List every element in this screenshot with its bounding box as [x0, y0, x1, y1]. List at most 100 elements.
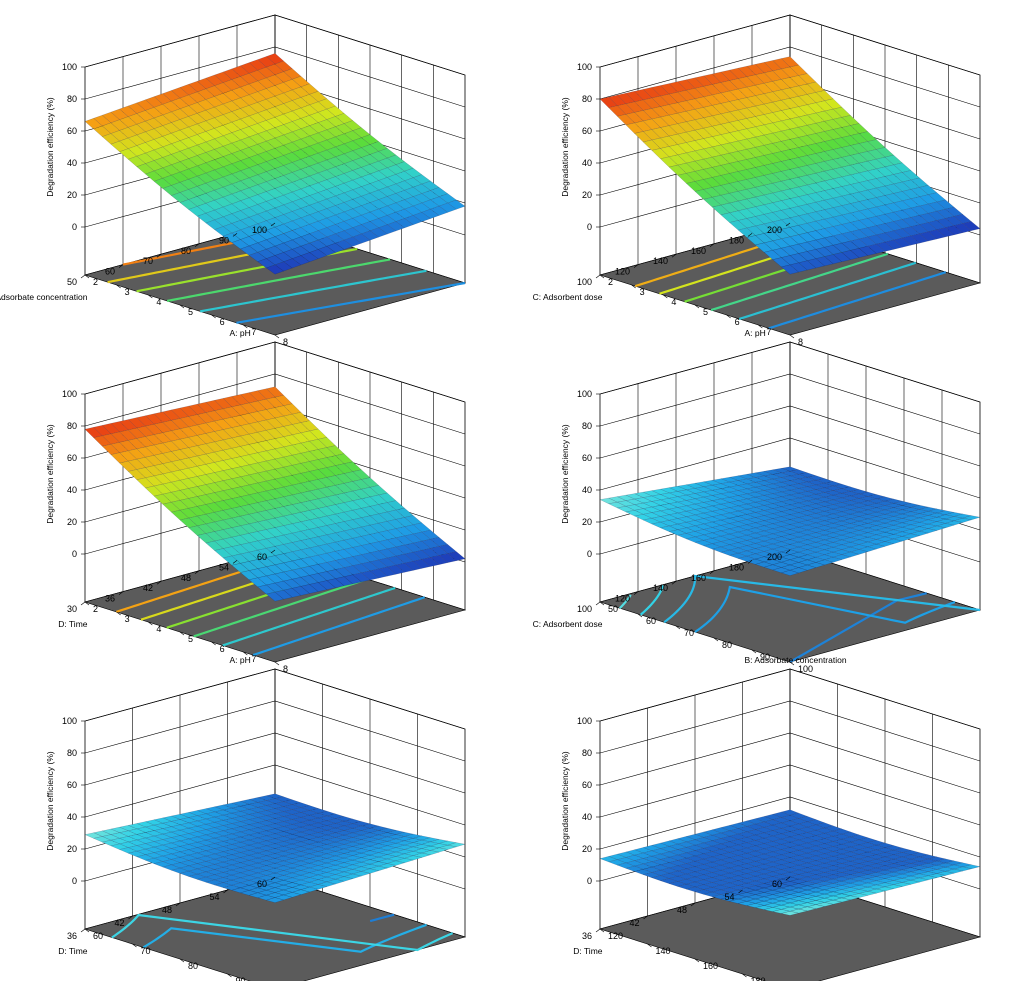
z-tick-label: 100 [577, 62, 592, 72]
z-tick-label: 20 [67, 190, 77, 200]
response-surface [599, 466, 981, 576]
y-tick-label: 36 [105, 594, 115, 604]
contour-line [193, 578, 368, 638]
z-tick-label: 60 [67, 780, 77, 790]
z-tick-label: 100 [62, 716, 77, 726]
z-tick-label: 80 [67, 94, 77, 104]
x-tick-label: 80 [722, 640, 732, 650]
z-tick-label: 100 [62, 389, 77, 399]
response-surface [84, 53, 466, 275]
x-tick-label: 2 [608, 277, 613, 287]
plot-b: 0 20 40 60 80 100 Degradation efficiency (%) 2 3… [533, 14, 982, 347]
z-tick-label: 60 [582, 780, 592, 790]
x-tick-label: 5 [188, 634, 193, 644]
x-axis: 2 3 4 5 6 7 8 A: pH [84, 601, 288, 674]
surface-cell [781, 911, 799, 916]
z-tick-label: 80 [582, 748, 592, 758]
x-tick-label: 3 [125, 287, 130, 297]
y-axis: 200 180 160 140 120 100 C: Adsorbent dose [533, 222, 791, 302]
y-tick-label: 60 [772, 879, 782, 889]
x-axis: 120140160180200C: Adsorbent dose [599, 928, 766, 981]
z-tick-label: 80 [582, 94, 592, 104]
x-tick-label: 3 [640, 287, 645, 297]
y-tick-label: 120 [615, 594, 630, 604]
z-tick-label: 60 [582, 126, 592, 136]
y-tick-label: 36 [582, 931, 592, 941]
y-tick-label: 70 [143, 256, 153, 266]
y-tick-label: 180 [729, 562, 744, 572]
plot-e: 0 20 40 60 80 100 Degradation efficiency (%) 60… [45, 668, 467, 981]
x-tick-label: 120 [608, 931, 623, 941]
z-tick-label: 40 [67, 485, 77, 495]
response-surface [599, 809, 981, 916]
contour-lines [111, 913, 454, 953]
contour-line [252, 596, 426, 657]
z-axis: 0 20 40 60 80 100 Degradation efficiency (%) [560, 389, 600, 559]
y-tick-label: 54 [209, 892, 219, 902]
x-tick-label: 90 [760, 652, 770, 662]
y-tick-label: 80 [181, 246, 191, 256]
contour-line [166, 258, 391, 303]
x-tick-label: 70 [141, 946, 151, 956]
contour-line [222, 586, 396, 647]
z-tick-label: 40 [582, 485, 592, 495]
z-tick-label: 0 [587, 876, 592, 886]
x-tick-label: 60 [646, 616, 656, 626]
z-tick-label: 0 [72, 549, 77, 559]
plot-d: 0 20 40 60 80 100 Degradation efficiency (%) 50… [533, 341, 982, 674]
surface-plot-f: 0 20 40 60 80 100 Degradation efficiency (%) 12… [515, 654, 1030, 981]
x-axis-title: B: Adsorbate concentration [745, 655, 847, 665]
z-tick-label: 80 [67, 748, 77, 758]
z-axis-title: Degradation efficiency (%) [560, 97, 570, 197]
z-tick-label: 20 [67, 844, 77, 854]
y-tick-label: 160 [691, 246, 706, 256]
contour-line [639, 585, 665, 616]
y-tick-label: 200 [767, 225, 782, 235]
surface-cell [780, 264, 800, 275]
z-tick-label: 20 [67, 517, 77, 527]
contour-line [142, 923, 427, 953]
contour-line [369, 913, 395, 923]
y-tick-label: 160 [691, 573, 706, 583]
x-tick-label: 160 [703, 961, 718, 971]
x-axis: 2 3 4 5 6 7 8 A: pH [84, 274, 288, 347]
z-tick-label: 0 [587, 549, 592, 559]
y-tick-label: 60 [105, 267, 115, 277]
x-tick-label: 8 [283, 664, 288, 674]
x-tick-label: 6 [220, 317, 225, 327]
y-tick-label: 140 [653, 256, 668, 266]
surface-cell [780, 570, 800, 576]
x-tick-label: 6 [735, 317, 740, 327]
x-tick-label: 140 [656, 946, 671, 956]
z-tick-label: 60 [67, 453, 77, 463]
z-tick-label: 20 [582, 844, 592, 854]
z-axis: 0 20 40 60 80 100 Degradation efficiency (%) [560, 62, 600, 232]
y-tick-label: 200 [767, 552, 782, 562]
z-tick-label: 20 [582, 190, 592, 200]
z-tick-label: 0 [587, 222, 592, 232]
x-tick-label: 7 [251, 654, 256, 664]
y-tick-label: 100 [577, 277, 592, 287]
z-tick-label: 80 [67, 421, 77, 431]
y-tick-label: 100 [577, 604, 592, 614]
y-tick-label: 42 [114, 918, 124, 928]
z-tick-label: 0 [72, 222, 77, 232]
x-axis-title: A: pH [230, 328, 251, 338]
y-tick-label: 36 [67, 931, 77, 941]
z-axis: 0 20 40 60 80 100 Degradation efficiency (%) [45, 716, 85, 886]
contour-line [618, 594, 632, 610]
x-tick-label: 180 [751, 976, 766, 981]
contour-line [738, 261, 917, 321]
z-axis: 0 20 40 60 80 100 Degradation efficiency (%) [560, 716, 600, 886]
x-tick-label: 7 [766, 327, 771, 337]
surface-cell [265, 264, 285, 275]
y-axis-title: D: Time [573, 946, 603, 956]
y-tick-label: 42 [143, 583, 153, 593]
y-axis-title: C: Adsorbent dose [533, 619, 603, 629]
x-tick-label: 2 [93, 604, 98, 614]
y-axis: 60 54 48 42 36 D: Time [58, 876, 276, 956]
contour-line [236, 281, 466, 324]
y-tick-label: 48 [162, 905, 172, 915]
